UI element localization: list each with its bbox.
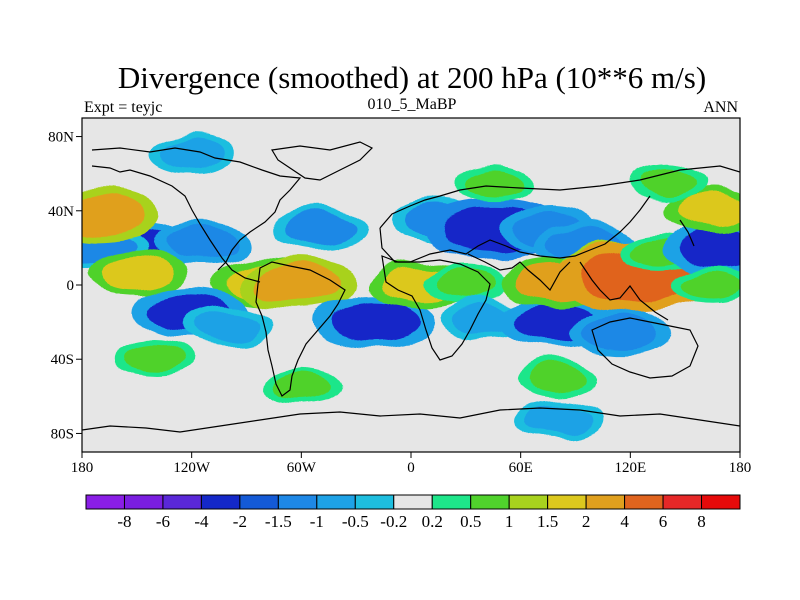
field-cell [285, 213, 355, 245]
coastline-australia [591, 317, 699, 379]
colorbar-label: -1.5 [265, 512, 292, 531]
x-tick-label: 120E [614, 460, 646, 476]
field-cell [165, 227, 237, 261]
colorbar-label: -4 [194, 512, 209, 531]
colorbar-label: -0.5 [342, 512, 369, 531]
field-cell [434, 270, 498, 300]
season-label: ANN [703, 99, 738, 116]
y-tick-label: 40N [48, 204, 74, 220]
x-tick-label: 0 [407, 460, 415, 476]
field-cell [676, 194, 740, 228]
colorbar-label: -1 [310, 512, 324, 531]
map-area [82, 118, 740, 452]
field-cell [125, 345, 185, 373]
coastline-japan [679, 219, 695, 247]
y-tick-label: 0 [67, 278, 75, 294]
colorbar-label: 4 [620, 512, 629, 531]
colorbar-swatch [701, 494, 741, 510]
coastline-north-america [91, 147, 302, 271]
coastlines [82, 141, 740, 433]
coastline-arabia-india [467, 253, 571, 291]
coastline-south-america [255, 261, 346, 397]
y-tick-label: 80S [51, 426, 74, 442]
field-cell [330, 302, 418, 342]
colorbar-swatch [470, 494, 510, 510]
colorbar-swatch [624, 494, 664, 510]
colorbar-swatch [85, 494, 125, 510]
y-tick-label: 40S [51, 352, 74, 368]
divergence-field [82, 135, 740, 439]
field-cell [525, 404, 589, 433]
field-cell [637, 169, 697, 197]
colorbar-label: 0.5 [460, 512, 481, 531]
colorbar-label: 0.2 [422, 512, 443, 531]
field-cell [195, 310, 262, 341]
x-tick-label: 180 [729, 460, 752, 476]
x-tick-label: 60E [509, 460, 533, 476]
colorbar-label: -6 [156, 512, 170, 531]
colorbar-swatch [547, 494, 587, 510]
experiment-label: Expt = teyjc [84, 99, 162, 116]
colorbar-swatch [508, 494, 549, 510]
colorbar-label: 1 [505, 512, 514, 531]
colorbar-swatch [354, 494, 395, 510]
coastline-antarctica [82, 407, 740, 433]
x-tick-label: 60W [287, 460, 317, 476]
colorbar-swatch [162, 494, 202, 510]
colorbar-swatch [123, 494, 164, 510]
colorbar-label: -2 [233, 512, 247, 531]
colorbar-label: 6 [659, 512, 668, 531]
y-tick-label: 80N [48, 130, 74, 146]
field-cell [463, 169, 523, 197]
colorbar-swatch [431, 494, 472, 510]
colorbar-swatch [277, 494, 318, 510]
field-cell [160, 140, 224, 170]
coastline-southeast-asia [579, 261, 669, 321]
coastline-north-america-west [91, 165, 261, 283]
colorbar-label: 1.5 [537, 512, 558, 531]
field-cell [100, 257, 174, 291]
coastline-eurasia [379, 165, 740, 263]
colorbar-label: 2 [582, 512, 591, 531]
colorbar-swatch [585, 494, 626, 510]
field-cell [271, 373, 331, 401]
colorbar-swatch [316, 494, 356, 510]
colorbar-swatch [239, 494, 279, 510]
x-tick-label: 180 [71, 460, 94, 476]
period-label: 010_5_MaBP [368, 96, 457, 113]
coastline-africa [381, 255, 491, 361]
colorbar-label: -0.2 [380, 512, 407, 531]
x-tick-label: 120W [173, 460, 211, 476]
field-cell [584, 314, 658, 348]
coastline-greenland [271, 141, 374, 181]
colorbar-swatch [393, 494, 433, 510]
x-axis: 180 120W 60W 0 60E 120E 180 [71, 452, 752, 476]
colorbar-swatch [662, 494, 703, 510]
field-cell [82, 194, 144, 234]
field-cell [678, 228, 740, 268]
chart-title: Divergence (smoothed) at 200 hPa (10**6 … [118, 60, 706, 95]
colorbar-label: 8 [697, 512, 706, 531]
field-cell [254, 265, 342, 305]
colorbar: -8 -6 -4 -2 -1.5 -1 -0.5 -0.2 0.2 0.5 1 1.5 2 4 6 8 [85, 494, 741, 531]
field-cell [527, 364, 587, 392]
colorbar-label: -8 [117, 512, 131, 531]
colorbar-swatch [200, 494, 241, 510]
field-cell [683, 271, 740, 299]
y-axis: 80N 40N 0 40S 80S [48, 130, 82, 442]
